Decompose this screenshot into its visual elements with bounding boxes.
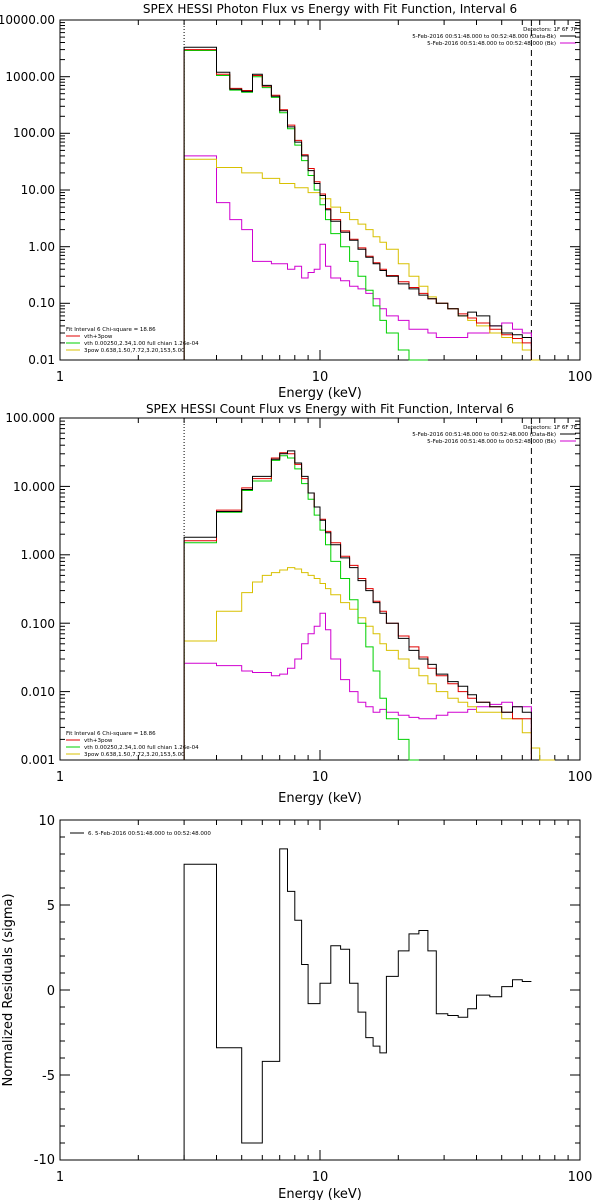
photon-series-data-bk [183,46,532,360]
count-flux-panel: SPEX HESSI Count Flux vs Energy with Fit… [5,402,592,806]
count-x-ticks [59,418,569,760]
count-legend-entry-data: 5-Feb-2016 00:51:48.000 to 00:52:48.000 … [412,432,556,438]
count-legend-top: Detectors: 1F 6F 7F 5-Feb-2016 00:51:48.… [412,425,577,445]
count-x-tick-label-100: 100 [568,770,593,785]
count-series-data-bk [183,450,532,760]
residuals-y-tick-label: -5 [42,1069,55,1084]
photon-series-vth [183,50,428,361]
count-legend-bottom: Fit Interval 6 Chi-square = 18.86 vth+3p… [66,731,199,758]
photon-y-tick-label: 1.00 [28,240,55,254]
residuals-y-tick-label: -10 [34,1153,55,1168]
photon-legend-entry-bk: 5-Feb-2016 00:51:48.000 to 00:52:48.000 … [427,41,556,47]
count-legend-entry-vth: vth 0.00250,2.34,1.00 full chian 1.26e-0… [84,745,199,751]
count-legend-entry-total: vth+3pow [84,738,113,744]
count-series-vth [183,455,419,761]
photon-series-vth-3pow [183,49,532,360]
residuals-x-ticks [59,820,569,1160]
residuals-x-tick-label-1: 1 [56,1170,64,1185]
photon-legend-fit-header: Fit Interval 6 Chi-square = 18.86 [66,327,156,333]
photon-y-tick-label: 1000.00 [5,70,55,84]
photon-x-tick-label-10: 10 [312,370,329,385]
residuals-panel: Energy (keV) Normalized Residuals (sigma… [1,814,592,1200]
count-x-tick-label-10: 10 [312,770,329,785]
residuals-x-tick-label-10: 10 [312,1170,329,1185]
residuals-x-axis-label: Energy (keV) [278,1187,362,1200]
count-legend-fit-header: Fit Interval 6 Chi-square = 18.86 [66,731,156,737]
count-x-axis-label: Energy (keV) [278,791,362,806]
residuals-legend-entry: 6. 5-Feb-2016 00:51:48.000 to 00:52:48.0… [88,831,211,837]
residuals-y-tick-label: 5 [47,899,55,914]
residuals-y-ticks [60,819,580,1161]
count-series-3pow [183,567,555,761]
photon-legend-entry-data: 5-Feb-2016 00:51:48.000 to 00:52:48.000 … [412,34,556,40]
residuals-y-tick-label: 10 [38,814,55,829]
count-legend-header: Detectors: 1F 6F 7F [523,425,577,431]
photon-chart-title: SPEX HESSI Photon Flux vs Energy with Fi… [143,2,517,16]
count-series-bk [183,612,532,760]
photon-legend-top: Detectors: 1F 6F 7F 5-Feb-2016 00:51:48.… [412,27,577,47]
count-chart-title: SPEX HESSI Count Flux vs Energy with Fit… [146,402,514,416]
photon-legend-entry-total: vth+3pow [84,334,113,340]
photon-flux-panel: SPEX HESSI Photon Flux vs Energy with Fi… [0,2,592,401]
count-x-tick-label-1: 1 [56,770,64,785]
photon-y-tick-label: 0.10 [28,296,55,310]
photon-x-axis-label: Energy (keV) [278,386,362,401]
photon-y-ticks [60,19,580,361]
photon-series-3pow [183,158,540,361]
count-y-ticks [60,417,580,761]
photon-legend-header: Detectors: 1F 6F 7F [523,27,577,33]
count-legend-entry-3pow: 3pow 0.638,1.50,7.72,3.20,153,5.00 [84,752,185,758]
count-y-tick-label: 1.000 [21,548,55,562]
residuals-series-6 [183,848,532,1160]
photon-x-tick-label-1: 1 [56,370,64,385]
residuals-x-tick-label-100: 100 [568,1170,593,1185]
photon-y-tick-label: 0.01 [28,353,55,367]
photon-legend-entry-vth: vth 0.00250,2.34,1.00 full chian 1.26e-0… [84,341,199,347]
photon-legend-entry-3pow: 3pow 0.638,1.50,7.72,3.20,153,5.00 [84,348,185,354]
count-legend-entry-bk: 5-Feb-2016 00:51:48.000 to 00:52:48.000 … [427,439,556,445]
photon-x-tick-label-100: 100 [568,370,593,385]
residuals-y-axis-label: Normalized Residuals (sigma) [1,893,16,1086]
count-y-tick-label: 0.010 [21,685,55,699]
residuals-y-tick-label: 0 [47,984,55,999]
count-y-tick-label: 0.001 [21,753,55,767]
photon-y-tick-label: 10.00 [21,183,55,197]
photon-y-tick-label: 100.00 [13,126,55,140]
photon-legend-bottom: Fit Interval 6 Chi-square = 18.86 vth+3p… [66,327,199,354]
photon-y-tick-label: 10000.00 [0,13,55,27]
count-y-tick-label: 0.100 [21,617,55,631]
photon-series-bk [183,155,532,360]
count-y-tick-label: 100.000 [5,411,55,425]
count-y-tick-label: 10.000 [13,480,55,494]
